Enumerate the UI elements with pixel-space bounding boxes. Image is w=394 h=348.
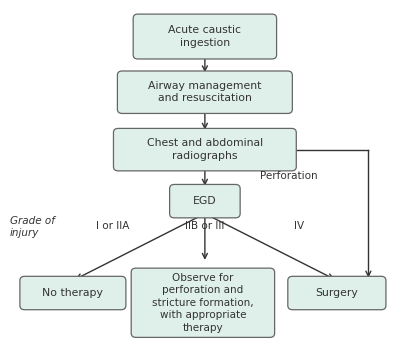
Text: IV: IV bbox=[294, 221, 305, 230]
Text: Airway management
and resuscitation: Airway management and resuscitation bbox=[148, 81, 262, 103]
Text: Perforation: Perforation bbox=[260, 171, 318, 181]
FancyBboxPatch shape bbox=[131, 268, 275, 338]
Text: Chest and abdominal
radiographs: Chest and abdominal radiographs bbox=[147, 139, 263, 161]
FancyBboxPatch shape bbox=[117, 71, 292, 113]
Text: IIB or III: IIB or III bbox=[185, 221, 225, 230]
Text: No therapy: No therapy bbox=[43, 288, 103, 298]
Text: Acute caustic
ingestion: Acute caustic ingestion bbox=[168, 25, 242, 48]
Text: Grade of
injury: Grade of injury bbox=[10, 216, 55, 238]
FancyBboxPatch shape bbox=[169, 184, 240, 218]
Text: EGD: EGD bbox=[193, 196, 217, 206]
Text: Surgery: Surgery bbox=[316, 288, 358, 298]
Text: Observe for
perforation and
stricture formation,
with appropriate
therapy: Observe for perforation and stricture fo… bbox=[152, 273, 254, 333]
FancyBboxPatch shape bbox=[288, 276, 386, 310]
FancyBboxPatch shape bbox=[113, 128, 296, 171]
FancyBboxPatch shape bbox=[20, 276, 126, 310]
FancyBboxPatch shape bbox=[133, 14, 277, 59]
Text: I or IIA: I or IIA bbox=[96, 221, 129, 230]
